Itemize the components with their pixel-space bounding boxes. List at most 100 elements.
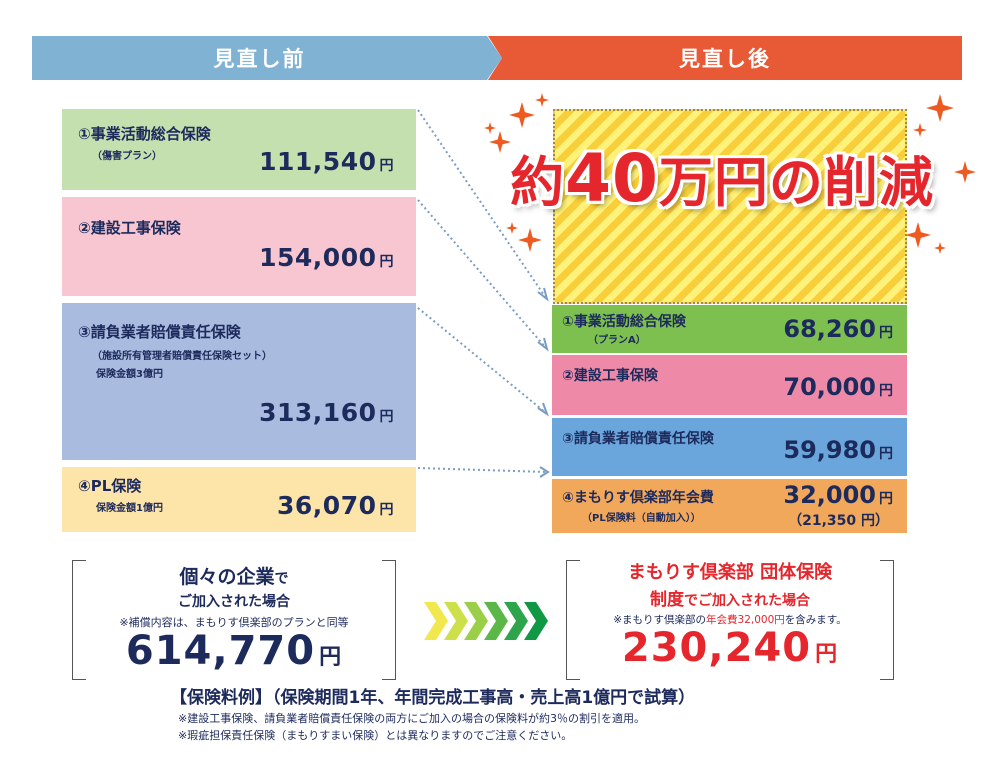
after-item-1: ①事業活動総合保険 （プランA） 68,260 円 bbox=[552, 305, 907, 353]
summary-before-line1-a: 個々の企業 bbox=[179, 566, 275, 588]
yen-label: 円 bbox=[879, 446, 893, 462]
note-part-a: ※まもりす倶楽部の bbox=[613, 614, 707, 626]
summary-after-note: ※まもりす倶楽部の年会費32,000円を含みます。 bbox=[578, 612, 882, 627]
reduction-suffix: 万円の削減 bbox=[658, 151, 934, 214]
summary-before-line2: ご加入された場合 bbox=[178, 594, 290, 610]
before-item-2: ②建設工事保険 154,000 円 bbox=[62, 197, 416, 296]
total-value: 230,240 bbox=[621, 625, 812, 671]
summary-before: 個々の企業で ご加入された場合 ※補償内容は、まもりす倶楽部のプランと同等 61… bbox=[86, 560, 382, 674]
total-value: 614,770 bbox=[125, 628, 316, 674]
note-part-b: 年会費32,000円 bbox=[706, 614, 785, 626]
reduction-area bbox=[553, 109, 907, 304]
arrowhead-icon bbox=[539, 466, 550, 478]
sparkle-icon bbox=[934, 242, 946, 254]
footer-note-1: ※建設工事保険、請負業者賠償責任保険の両方にご加入の場合の保険料が約3％の割引を… bbox=[178, 712, 645, 725]
summary-after: まもりす倶楽部 団体保険 制度でご加入された場合 ※まもりす倶楽部の年会費32,… bbox=[578, 558, 882, 671]
header-before: 見直し前 bbox=[32, 36, 502, 80]
amount-value: 36,070 bbox=[277, 491, 377, 520]
amount-value: 68,260 bbox=[783, 315, 876, 343]
chevron-right-icon bbox=[524, 602, 548, 640]
amount-value: 32,000 bbox=[783, 481, 876, 509]
summary-after-line1: まもりす倶楽部 団体保険 bbox=[627, 562, 833, 583]
summary-after-total: 230,240 円 bbox=[578, 625, 882, 671]
chevron-right-icon bbox=[424, 602, 448, 640]
after-item-4: ④まもりす倶楽部年会費 （PL保険料（自動加入）） 32,000 円 （21,35… bbox=[552, 479, 907, 533]
transition-chevrons bbox=[424, 602, 548, 640]
before-item-amount: 111,540 円 bbox=[259, 147, 394, 176]
reduction-prefix: 約 bbox=[510, 151, 566, 214]
before-item-amount: 154,000 円 bbox=[259, 243, 394, 272]
before-item-sub: （施設所有管理者賠償責任保険セット） bbox=[92, 351, 272, 362]
header-after-label: 見直し後 bbox=[679, 47, 771, 71]
amount-value: 111,540 bbox=[259, 147, 377, 176]
chevron-right-icon bbox=[484, 602, 508, 640]
yen-label: 円 bbox=[319, 645, 343, 670]
yen-label: 円 bbox=[879, 325, 893, 341]
amount-value: 154,000 bbox=[259, 243, 377, 272]
summary-before-note: ※補償内容は、まもりす倶楽部のプランと同等 bbox=[119, 616, 349, 629]
note-part-c: を含みます。 bbox=[784, 614, 847, 626]
yen-label: 円 bbox=[379, 254, 394, 270]
header-after: 見直し後 bbox=[488, 36, 962, 80]
after-item-sub-amount: （21,350 円） bbox=[788, 513, 889, 529]
reduction-headline: 約40万円の削減 bbox=[492, 138, 952, 217]
yen-label: 円 bbox=[879, 491, 893, 507]
amount-value: 59,980 bbox=[783, 436, 876, 464]
bracket-right-open bbox=[566, 560, 580, 680]
after-item-title: ②建設工事保険 bbox=[562, 368, 658, 384]
sparkle-icon bbox=[506, 222, 518, 234]
header-before-label: 見直し前 bbox=[213, 47, 306, 71]
footer-note-2: ※瑕疵担保責任保険（まもりすまい保険）とは異なりますのでご注意ください。 bbox=[178, 729, 573, 742]
after-item-sub: （PL保険料（自動加入）） bbox=[582, 513, 701, 524]
yen-label: 円 bbox=[379, 502, 394, 518]
connector-line-4 bbox=[417, 467, 547, 473]
amount-value: 313,160 bbox=[259, 398, 377, 427]
summary-before-total: 614,770 円 bbox=[86, 628, 382, 674]
sparkle-icon bbox=[913, 123, 927, 137]
before-item-3: ③請負業者賠償責任保険 （施設所有管理者賠償責任保険セット） 保険金額3億円 3… bbox=[62, 303, 416, 460]
after-item-2: ②建設工事保険 70,000 円 bbox=[552, 355, 907, 415]
after-item-amount: 59,980 円 bbox=[783, 436, 893, 464]
arrowhead-icon bbox=[537, 402, 549, 417]
after-item-title: ④まもりす倶楽部年会費 bbox=[562, 490, 714, 506]
sparkle-icon bbox=[509, 102, 535, 128]
after-item-amount: 70,000 円 bbox=[783, 373, 893, 401]
bracket-left-open bbox=[72, 560, 86, 680]
chevron-right-icon bbox=[504, 602, 528, 640]
sparkle-icon bbox=[905, 222, 931, 248]
arrowhead-icon bbox=[537, 287, 549, 302]
before-item-sub2: 保険金額3億円 bbox=[96, 369, 163, 380]
sparkle-icon bbox=[535, 93, 549, 107]
before-item-title: ③請負業者賠償責任保険 bbox=[78, 323, 241, 341]
before-item-amount: 36,070 円 bbox=[277, 491, 394, 520]
sparkle-icon bbox=[954, 161, 976, 183]
yen-label: 円 bbox=[879, 383, 893, 399]
reduction-number: 40 bbox=[565, 140, 659, 217]
after-item-sub: （プランA） bbox=[588, 335, 646, 346]
before-item-sub: 保険金額1億円 bbox=[96, 503, 163, 514]
after-item-title: ③請負業者賠償責任保険 bbox=[562, 431, 714, 447]
yen-label: 円 bbox=[815, 642, 839, 667]
amount-value: 70,000 bbox=[783, 373, 876, 401]
arrowhead-icon bbox=[537, 337, 549, 352]
bracket-left-close bbox=[382, 560, 396, 680]
before-item-4: ④PL保険 保険金額1億円 36,070 円 bbox=[62, 467, 416, 532]
before-item-title: ②建設工事保険 bbox=[78, 219, 181, 237]
connector-arrows bbox=[417, 109, 550, 478]
bracket-right-close bbox=[880, 560, 894, 680]
before-item-1: ①事業活動総合保険 （傷害プラン） 111,540 円 bbox=[62, 109, 416, 190]
yen-label: 円 bbox=[379, 409, 394, 425]
after-item-amount: 68,260 円 bbox=[783, 315, 893, 343]
summary-before-line1: 個々の企業で bbox=[86, 562, 382, 589]
summary-after-line2-b: でご加入された場合 bbox=[684, 593, 810, 609]
connector-line-3 bbox=[417, 307, 547, 414]
sparkle-icon bbox=[484, 122, 496, 134]
summary-before-line1-b: で bbox=[274, 571, 289, 587]
after-item-amount: 32,000 円 bbox=[783, 481, 893, 509]
footer-example: 【保険料例】（保険期間1年、年間完成工事高・売上高1億円で試算） bbox=[170, 688, 696, 708]
after-item-title: ①事業活動総合保険 bbox=[562, 314, 686, 330]
yen-label: 円 bbox=[379, 158, 394, 174]
sparkle-icon bbox=[518, 228, 542, 252]
summary-after-line2: 制度でご加入された場合 bbox=[578, 585, 882, 610]
before-item-title: ④PL保険 bbox=[78, 477, 142, 495]
